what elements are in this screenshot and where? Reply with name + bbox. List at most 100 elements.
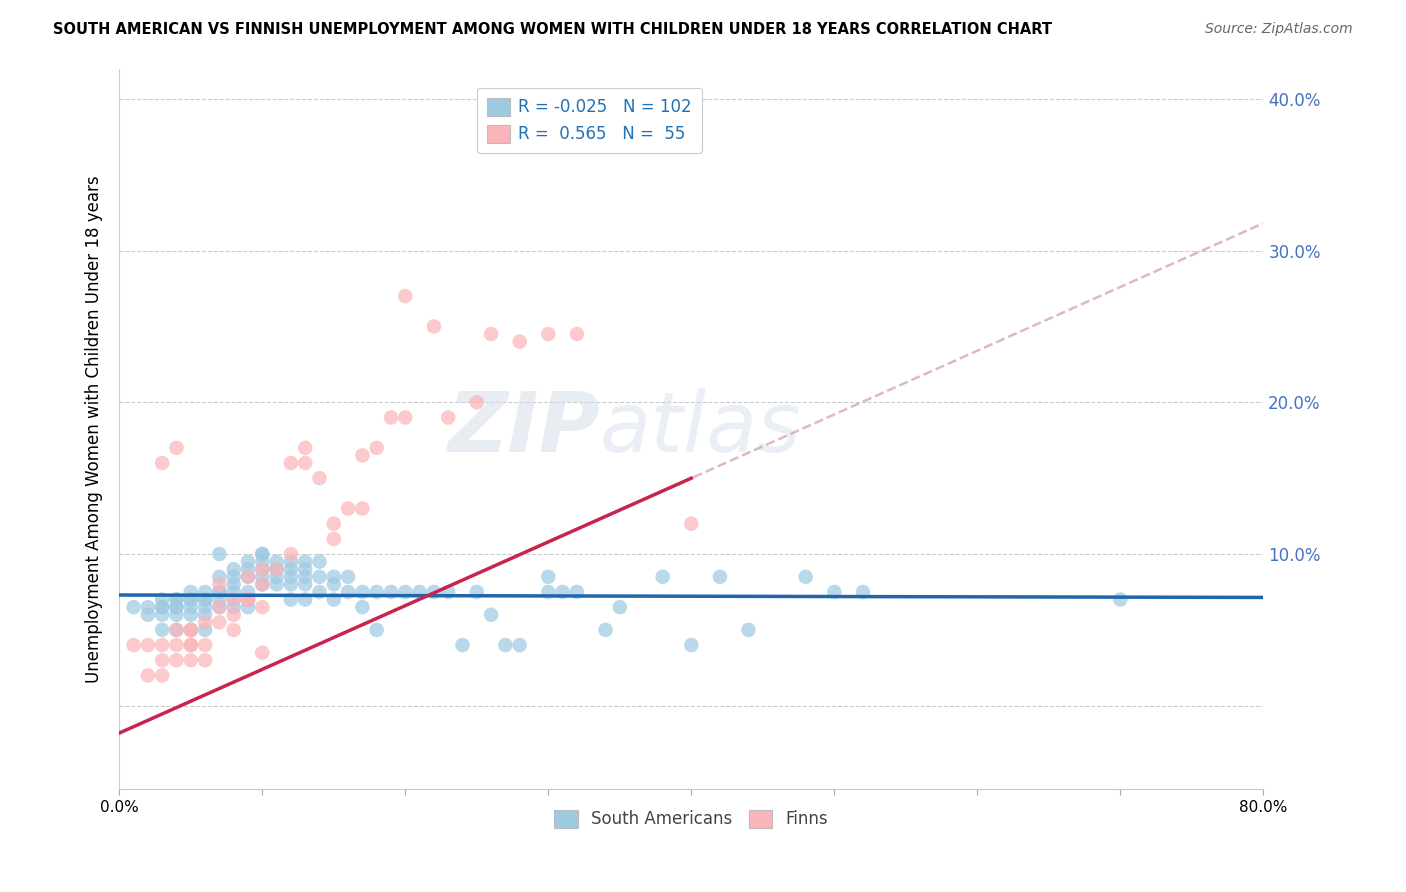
Point <box>150 600 173 615</box>
Point <box>194 623 217 637</box>
Point <box>222 600 245 615</box>
Text: SOUTH AMERICAN VS FINNISH UNEMPLOYMENT AMONG WOMEN WITH CHILDREN UNDER 18 YEARS : SOUTH AMERICAN VS FINNISH UNEMPLOYMENT A… <box>53 22 1053 37</box>
Point <box>236 585 259 599</box>
Point <box>681 638 703 652</box>
Point <box>180 600 202 615</box>
Point <box>423 319 446 334</box>
Point <box>366 441 388 455</box>
Point <box>280 555 302 569</box>
Point <box>194 615 217 630</box>
Point <box>266 555 288 569</box>
Point <box>136 638 159 652</box>
Point <box>236 570 259 584</box>
Point <box>266 562 288 576</box>
Point <box>136 607 159 622</box>
Point <box>222 607 245 622</box>
Point <box>1109 592 1132 607</box>
Point <box>222 577 245 591</box>
Point <box>222 570 245 584</box>
Point <box>380 410 402 425</box>
Point <box>337 570 360 584</box>
Point <box>294 592 316 607</box>
Y-axis label: Unemployment Among Women with Children Under 18 years: Unemployment Among Women with Children U… <box>86 175 103 682</box>
Point <box>166 623 188 637</box>
Point <box>681 516 703 531</box>
Point <box>122 600 145 615</box>
Point <box>437 585 460 599</box>
Point <box>150 638 173 652</box>
Point <box>166 600 188 615</box>
Point <box>380 585 402 599</box>
Point <box>252 562 274 576</box>
Point <box>166 600 188 615</box>
Point <box>166 592 188 607</box>
Point <box>208 600 231 615</box>
Point <box>194 607 217 622</box>
Point <box>150 607 173 622</box>
Point <box>180 623 202 637</box>
Point <box>222 592 245 607</box>
Point <box>266 570 288 584</box>
Point <box>150 668 173 682</box>
Point <box>537 585 560 599</box>
Point <box>308 585 330 599</box>
Point <box>266 577 288 591</box>
Point <box>252 555 274 569</box>
Point <box>366 623 388 637</box>
Point <box>352 501 374 516</box>
Point <box>252 646 274 660</box>
Point <box>465 395 488 409</box>
Point <box>366 585 388 599</box>
Point <box>280 562 302 576</box>
Point <box>509 334 531 349</box>
Text: ZIP: ZIP <box>447 388 600 469</box>
Point <box>180 638 202 652</box>
Point <box>208 615 231 630</box>
Point <box>280 456 302 470</box>
Point <box>852 585 875 599</box>
Point <box>236 592 259 607</box>
Point <box>479 326 502 341</box>
Point <box>352 585 374 599</box>
Point <box>322 570 344 584</box>
Point <box>208 600 231 615</box>
Point <box>166 592 188 607</box>
Point <box>150 653 173 667</box>
Text: Source: ZipAtlas.com: Source: ZipAtlas.com <box>1205 22 1353 37</box>
Point <box>194 585 217 599</box>
Point <box>252 577 274 591</box>
Point <box>352 600 374 615</box>
Point <box>322 516 344 531</box>
Point <box>294 570 316 584</box>
Point <box>709 570 731 584</box>
Point <box>222 585 245 599</box>
Point <box>266 562 288 576</box>
Point <box>180 638 202 652</box>
Point <box>222 623 245 637</box>
Point <box>737 623 759 637</box>
Point <box>322 532 344 546</box>
Point <box>465 585 488 599</box>
Point <box>252 562 274 576</box>
Legend: South Americans, Finns: South Americans, Finns <box>548 803 835 835</box>
Text: atlas: atlas <box>600 388 801 469</box>
Point <box>194 592 217 607</box>
Point <box>537 570 560 584</box>
Point <box>252 547 274 561</box>
Point <box>651 570 673 584</box>
Point <box>294 456 316 470</box>
Point <box>266 562 288 576</box>
Point <box>280 592 302 607</box>
Point <box>595 623 617 637</box>
Point <box>180 623 202 637</box>
Point <box>565 326 588 341</box>
Point <box>208 547 231 561</box>
Point <box>150 623 173 637</box>
Point <box>194 653 217 667</box>
Point <box>166 638 188 652</box>
Point <box>352 449 374 463</box>
Point <box>166 607 188 622</box>
Point <box>252 570 274 584</box>
Point <box>180 585 202 599</box>
Point <box>294 577 316 591</box>
